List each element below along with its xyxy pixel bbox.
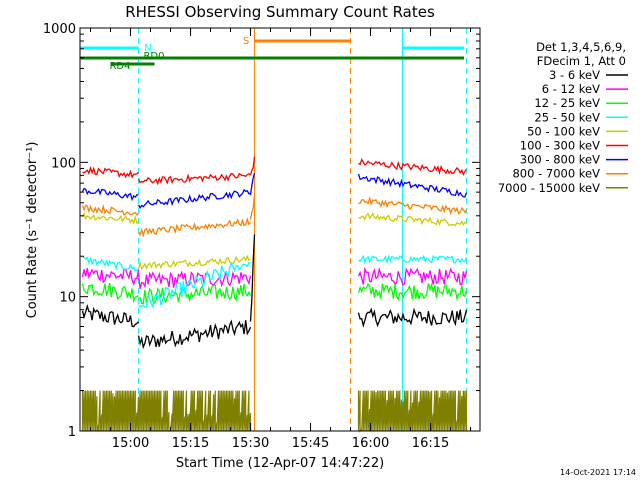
legend-label: 300 - 800 keV — [520, 153, 600, 167]
series-trace — [81, 194, 468, 238]
x-tick-label: 15:45 — [292, 436, 329, 451]
series-trace — [81, 234, 468, 350]
series-segment — [137, 390, 252, 432]
series-segment — [358, 212, 467, 227]
series-segment — [138, 283, 252, 305]
plot-area: N S RD4 RD0 — [80, 28, 468, 433]
y-axis: 1 10 100 1000 — [43, 22, 480, 440]
series-segment — [358, 254, 468, 265]
series-segment — [249, 234, 256, 322]
series-segment — [137, 261, 251, 309]
series-segment — [81, 187, 139, 202]
series-segment — [358, 195, 468, 216]
series-segment — [358, 158, 468, 176]
footer-timestamp: 14-Oct-2021 17:14 — [560, 468, 636, 477]
series-segment — [82, 165, 139, 179]
legend-header: Det 1,3,4,5,6,9, — [536, 40, 626, 54]
x-tick-label: 16:15 — [412, 436, 449, 451]
series-segment — [81, 204, 139, 216]
series-segment — [81, 390, 140, 432]
plot-frame — [79, 27, 481, 432]
series-segment — [357, 390, 468, 433]
x-axis: 15:00 15:15 15:30 15:45 16:00 16:15 — [90, 28, 472, 451]
series-segment — [137, 188, 251, 210]
series-segment — [357, 307, 468, 328]
legend-label: 3 - 6 keV — [549, 68, 600, 82]
series-trace — [81, 173, 468, 210]
series-segment — [357, 173, 468, 198]
flag-label: N — [144, 43, 151, 54]
series-trace — [81, 211, 467, 271]
series-trace — [82, 156, 468, 186]
legend-label: 800 - 7000 keV — [512, 167, 600, 181]
flag-label: S — [243, 36, 249, 47]
x-axis-label: Start Time (12-Apr-07 14:47:22) — [176, 456, 384, 471]
y-tick-label: 100 — [51, 156, 76, 171]
series-segment — [249, 156, 256, 176]
series-trace — [81, 266, 468, 289]
flag-label: RD4 — [109, 61, 130, 72]
legend-label: 25 - 50 keV — [534, 110, 600, 124]
series-segment — [81, 282, 139, 304]
y-tick-label: 1 — [68, 425, 76, 440]
series-trace — [81, 282, 468, 305]
flag-label: RD0 — [143, 51, 164, 62]
series-segment — [137, 319, 252, 350]
legend-label: 50 - 100 keV — [527, 124, 600, 138]
series-segment — [82, 256, 140, 272]
series-segment — [357, 282, 468, 302]
legend: Det 1,3,4,5,6,9,FDecim 1, Att 03 - 6 keV… — [498, 40, 628, 195]
x-tick-label: 15:00 — [112, 436, 149, 451]
series-segment — [81, 303, 139, 328]
legend-label: 100 - 300 keV — [520, 139, 600, 153]
series-segment — [81, 211, 139, 225]
series-segment — [81, 268, 140, 287]
series-segment — [137, 217, 251, 238]
x-tick-label: 15:30 — [232, 436, 269, 451]
chart-title: RHESSI Observing Summary Count Rates — [125, 3, 435, 21]
legend-label: 7000 - 15000 keV — [498, 181, 600, 195]
series-segment — [357, 266, 468, 287]
series-trace — [81, 390, 468, 433]
legend-label: 6 - 12 keV — [542, 82, 600, 96]
series-segment — [137, 172, 251, 186]
series-segment — [249, 173, 256, 196]
legend-label: 12 - 25 keV — [534, 96, 600, 110]
series-segment — [137, 254, 251, 271]
x-tick-label: 16:00 — [352, 436, 389, 451]
x-tick-label: 15:15 — [172, 436, 209, 451]
y-tick-label: 1000 — [43, 22, 76, 37]
y-tick-label: 10 — [59, 291, 76, 306]
series-trace — [82, 254, 468, 309]
series-segment — [249, 194, 256, 220]
legend-header: FDecim 1, Att 0 — [537, 54, 626, 68]
y-axis-label: Count Rate (s⁻¹ detector⁻¹) — [25, 142, 40, 319]
